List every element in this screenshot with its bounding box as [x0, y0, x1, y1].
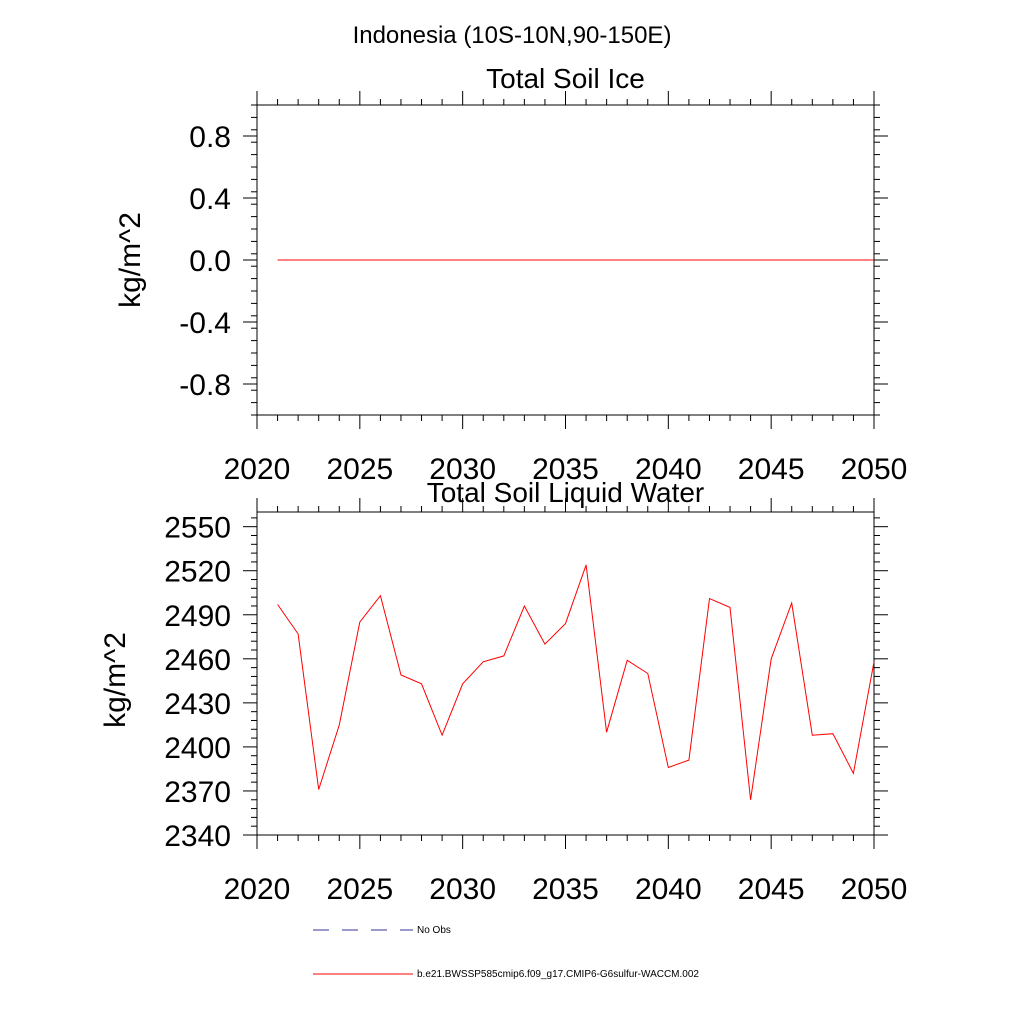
- y-tick-label: -0.4: [179, 307, 231, 340]
- x-tick-label: 2050: [841, 453, 908, 486]
- y-tick-label: 2400: [164, 732, 231, 765]
- legend-label-no-obs: No Obs: [417, 925, 451, 936]
- legend: No Obs b.e21.BWSSP585cmip6.f09_g17.CMIP6…: [313, 925, 699, 980]
- y-tick-label: 2490: [164, 600, 231, 633]
- x-tick-label: 2030: [429, 453, 496, 486]
- x-tick-label: 2030: [429, 873, 496, 906]
- y-tick-label: 0.8: [189, 121, 231, 154]
- x-tick-label: 2025: [326, 873, 393, 906]
- chart-title: Total Soil Ice: [486, 63, 645, 94]
- series-line: [277, 564, 875, 800]
- y-tick-label: 0.0: [189, 245, 231, 278]
- x-tick-label: 2020: [224, 453, 291, 486]
- figure-title: Indonesia (10S-10N,90-150E): [353, 22, 672, 49]
- x-tick-label: 2040: [635, 873, 702, 906]
- y-tick-label: 2550: [164, 512, 231, 545]
- y-tick-label: 0.4: [189, 183, 231, 216]
- y-tick-label: 2370: [164, 776, 231, 809]
- x-tick-label: 2035: [532, 873, 599, 906]
- plot-total-soil-ice: Total Soil Ice kg/m^2 2020 2025 2030 2035 2040…: [114, 63, 907, 486]
- x-tick-label: 2025: [326, 453, 393, 486]
- x-tick-label: 2045: [738, 453, 805, 486]
- y-axis-label: kg/m^2: [114, 212, 147, 308]
- y-tick-label: 2520: [164, 556, 231, 589]
- y-tick-label: 2430: [164, 688, 231, 721]
- legend-label-model-run: b.e21.BWSSP585cmip6.f09_g17.CMIP6-G6sulf…: [417, 969, 699, 980]
- x-tick-label: 2035: [532, 453, 599, 486]
- x-tick-label: 2045: [738, 873, 805, 906]
- y-axis-label: kg/m^2: [99, 632, 132, 728]
- x-tick-label: 2050: [841, 873, 908, 906]
- x-tick-label: 2040: [635, 453, 702, 486]
- x-tick-label: 2020: [224, 873, 291, 906]
- y-tick-label: 2460: [164, 644, 231, 677]
- y-tick-label: -0.8: [179, 369, 231, 402]
- y-tick-label: 2340: [164, 820, 231, 853]
